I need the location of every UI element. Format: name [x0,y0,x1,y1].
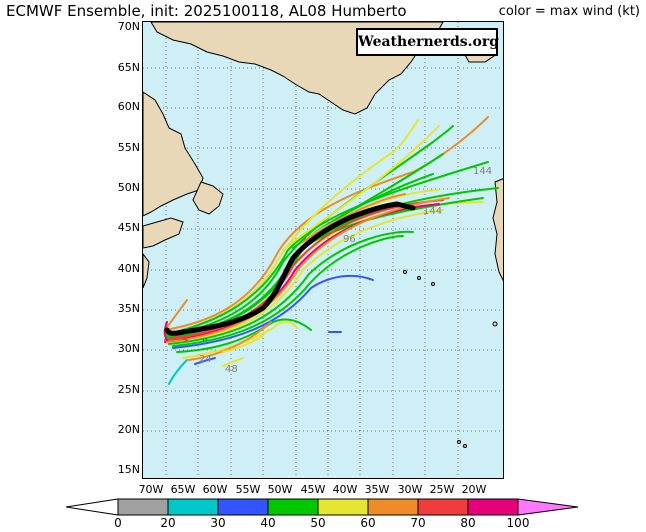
colorbar-below-arrow [66,498,119,516]
colorbar-segment [467,498,519,516]
colorbar-label: 30 [210,516,226,530]
chart-title: ECMWF Ensemble, init: 2025100118, AL08 H… [6,2,407,20]
hour-label: 96 [343,234,356,245]
us-coast-land [143,253,150,289]
colorbar-label: 100 [506,516,530,530]
lon-label: 60W [202,483,228,496]
maritimes-land [143,217,184,249]
lat-label: 30N [117,342,140,355]
hour-label: 24 [199,354,212,365]
graticule [143,22,503,478]
ensemble-mean-track [164,201,416,336]
colorbar-label: 40 [260,516,276,530]
colorbar-label: 60 [360,516,376,530]
newfoundland-land [192,181,224,215]
lat-label: 35N [117,302,140,315]
map-canvas: 24 48 96 144 144 [143,22,503,478]
colorbar-label: 50 [310,516,326,530]
colorbar-segment [417,498,469,516]
colorbar-label: 80 [460,516,476,530]
lon-label: 70W [138,483,164,496]
lon-label: 30W [397,483,423,496]
lon-label: 35W [364,483,390,496]
lon-label: 40W [332,483,358,496]
colorbar-label: 0 [114,516,122,530]
lat-label: 20N [117,423,140,436]
lat-label: 60N [117,100,140,113]
colorbar-segment [167,498,219,516]
brand-watermark: Weathernerds.org [356,28,499,56]
lat-label: 15N [117,463,140,476]
lat-label: 70N [117,20,140,33]
labrador-land [143,91,204,217]
lat-label: 65N [117,61,140,74]
lat-label: 45N [117,221,140,234]
colorbar-segment [317,498,369,516]
map-panel[interactable]: 24 48 96 144 144 [142,21,504,479]
lat-label: 25N [117,383,140,396]
lon-label: 45W [300,483,326,496]
colorbar-label: 70 [410,516,426,530]
ensemble-tracks [163,116,499,385]
colorbar-segment [367,498,419,516]
colorbar-label: 20 [160,516,176,530]
wind-colorbar [66,498,579,516]
europe-land [492,178,503,282]
track-hour-labels: 24 48 96 144 144 [199,166,492,375]
lat-label: 55N [117,141,140,154]
colorbar-segment [117,498,169,516]
hour-label: 48 [225,364,238,375]
lon-label: 50W [267,483,293,496]
color-legend-note: color = max wind (kt) [498,4,640,19]
hour-label: 144 [473,166,492,177]
lon-label: 20W [461,483,487,496]
lat-label: 40N [117,262,140,275]
colorbar-above-arrow [517,498,579,516]
lon-label: 65W [170,483,196,496]
colorbar-segment [217,498,269,516]
lon-label: 25W [429,483,455,496]
hour-label: 144 [423,206,442,217]
lon-label: 55W [235,483,261,496]
colorbar-segment [267,498,319,516]
lat-label: 50N [117,181,140,194]
